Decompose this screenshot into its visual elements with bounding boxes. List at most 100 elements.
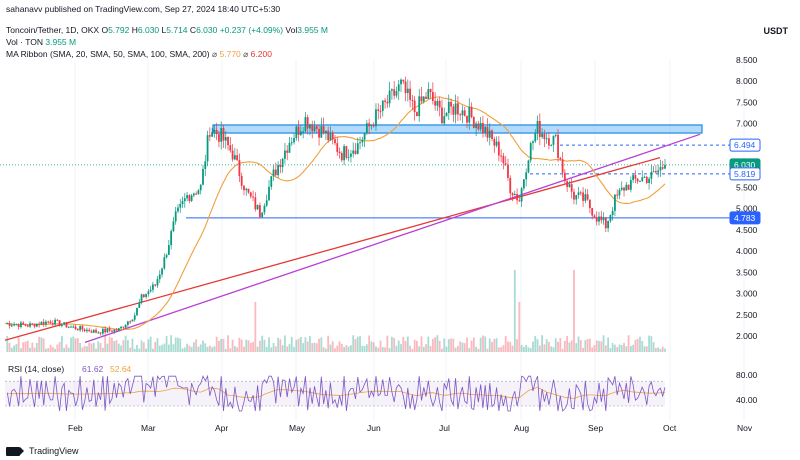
volume-bar — [402, 336, 405, 352]
indicator-lines — [0, 96, 730, 343]
candle-body — [502, 155, 505, 164]
volume-bar — [63, 347, 66, 352]
volume-bar — [538, 345, 541, 352]
candle-body — [614, 194, 616, 211]
candle-body — [13, 324, 16, 326]
candle-body — [340, 153, 343, 161]
candle-body — [192, 193, 195, 196]
candle-body — [83, 329, 86, 332]
volume-bar — [368, 335, 371, 352]
candle-body — [404, 81, 407, 94]
volume-bar — [29, 347, 31, 352]
volume-bar — [156, 338, 159, 352]
volume-bar — [327, 335, 330, 352]
candle-body — [88, 329, 91, 332]
volume-bar — [206, 346, 209, 352]
time-tick: Mar — [141, 423, 156, 433]
candle-body — [181, 201, 184, 205]
symbol-title[interactable]: Toncoin/Tether, 1D, OKX — [6, 25, 100, 35]
volume-bar — [70, 337, 72, 352]
volume-bar — [152, 348, 154, 352]
volume-bar — [422, 346, 425, 352]
price-tick: 5.500 — [736, 182, 758, 192]
volume-bar — [35, 342, 38, 352]
tradingview-footer[interactable]: TradingView — [6, 446, 79, 456]
time-axis[interactable]: Feb Mar Apr May Jun Jul Aug Sep Oct Nov — [68, 423, 753, 433]
volume-row[interactable]: Vol · TON 3.955 M — [6, 37, 76, 47]
candle-body — [347, 156, 350, 158]
candle-body — [509, 177, 512, 194]
candle-body — [384, 100, 386, 102]
volume-bar — [229, 348, 232, 352]
volume-bar — [438, 340, 441, 352]
candle-body — [557, 134, 559, 158]
volume-bar — [598, 340, 600, 352]
volume-bar — [600, 341, 603, 352]
candle-body — [106, 328, 109, 333]
candle-body — [427, 89, 430, 99]
candle-body — [429, 89, 432, 93]
candle-body — [258, 205, 261, 217]
volume-bar — [370, 341, 373, 352]
price-badge — [729, 211, 761, 225]
candle-body — [126, 321, 129, 325]
candle-body — [527, 160, 530, 173]
candle-body — [520, 188, 523, 202]
volume-bar — [97, 341, 100, 352]
volume-bar — [88, 342, 91, 352]
ma-ribbon-row[interactable]: MA Ribbon (SMA, 20, SMA, 50, SMA, 100, S… — [6, 49, 272, 60]
candle-body — [461, 110, 464, 116]
rsi-label[interactable]: RSI (14, close) — [8, 364, 64, 374]
ohlc-vol: 3.955 M — [297, 25, 328, 35]
candle-body — [641, 177, 644, 181]
candle-body — [240, 176, 243, 186]
price-axis[interactable]: 8.5008.0007.5007.0006.5006.0005.5005.000… — [729, 55, 761, 341]
volume-bar — [650, 336, 653, 352]
candle-body — [208, 135, 211, 137]
candle-body — [591, 208, 594, 216]
volume-bar — [347, 346, 350, 352]
price-tick: 2.500 — [736, 310, 758, 320]
volume-bar — [42, 338, 45, 352]
candle-body — [108, 328, 111, 331]
volume-bar — [179, 338, 182, 352]
candle-body — [74, 326, 77, 330]
volume-bar — [220, 338, 223, 352]
volume-bar — [518, 302, 521, 352]
candle-body — [15, 324, 18, 326]
currency-label[interactable]: USDT — [763, 26, 789, 36]
candle-body — [406, 88, 409, 94]
candle-body — [202, 168, 204, 185]
volume-bar — [192, 342, 195, 352]
volume-bar — [384, 347, 386, 352]
volume-bar — [213, 346, 216, 352]
candle-body — [354, 150, 357, 154]
candle-body — [42, 321, 45, 325]
candle-body — [31, 323, 34, 325]
footer-brand: TradingView — [29, 446, 79, 456]
volume-bar — [124, 335, 127, 352]
candle-body — [486, 126, 489, 138]
candle-body — [620, 187, 623, 190]
candle-body — [197, 190, 200, 195]
volume-bar — [288, 344, 291, 352]
candle-body — [584, 194, 587, 201]
rsi-pane[interactable]: 80.00 40.00 — [5, 370, 758, 412]
volume-bar — [522, 346, 525, 352]
candle-body — [402, 79, 405, 82]
candle-body — [227, 137, 229, 146]
rsi-tick: 80.00 — [736, 370, 758, 380]
rsi-value: 61.62 — [82, 364, 104, 374]
volume-bar — [240, 339, 243, 352]
candle-body — [650, 171, 653, 179]
volume-bar — [261, 335, 264, 352]
volume-bar — [40, 337, 43, 352]
candle-body — [224, 137, 227, 141]
candle-body — [491, 130, 493, 140]
candle-body — [149, 289, 152, 292]
volume-bar — [377, 347, 380, 352]
volume-bar — [525, 345, 528, 352]
ma-ribbon-label: MA Ribbon (SMA, 20, SMA, 50, SMA, 100, S… — [6, 49, 210, 59]
resistance-zone — [212, 124, 703, 134]
